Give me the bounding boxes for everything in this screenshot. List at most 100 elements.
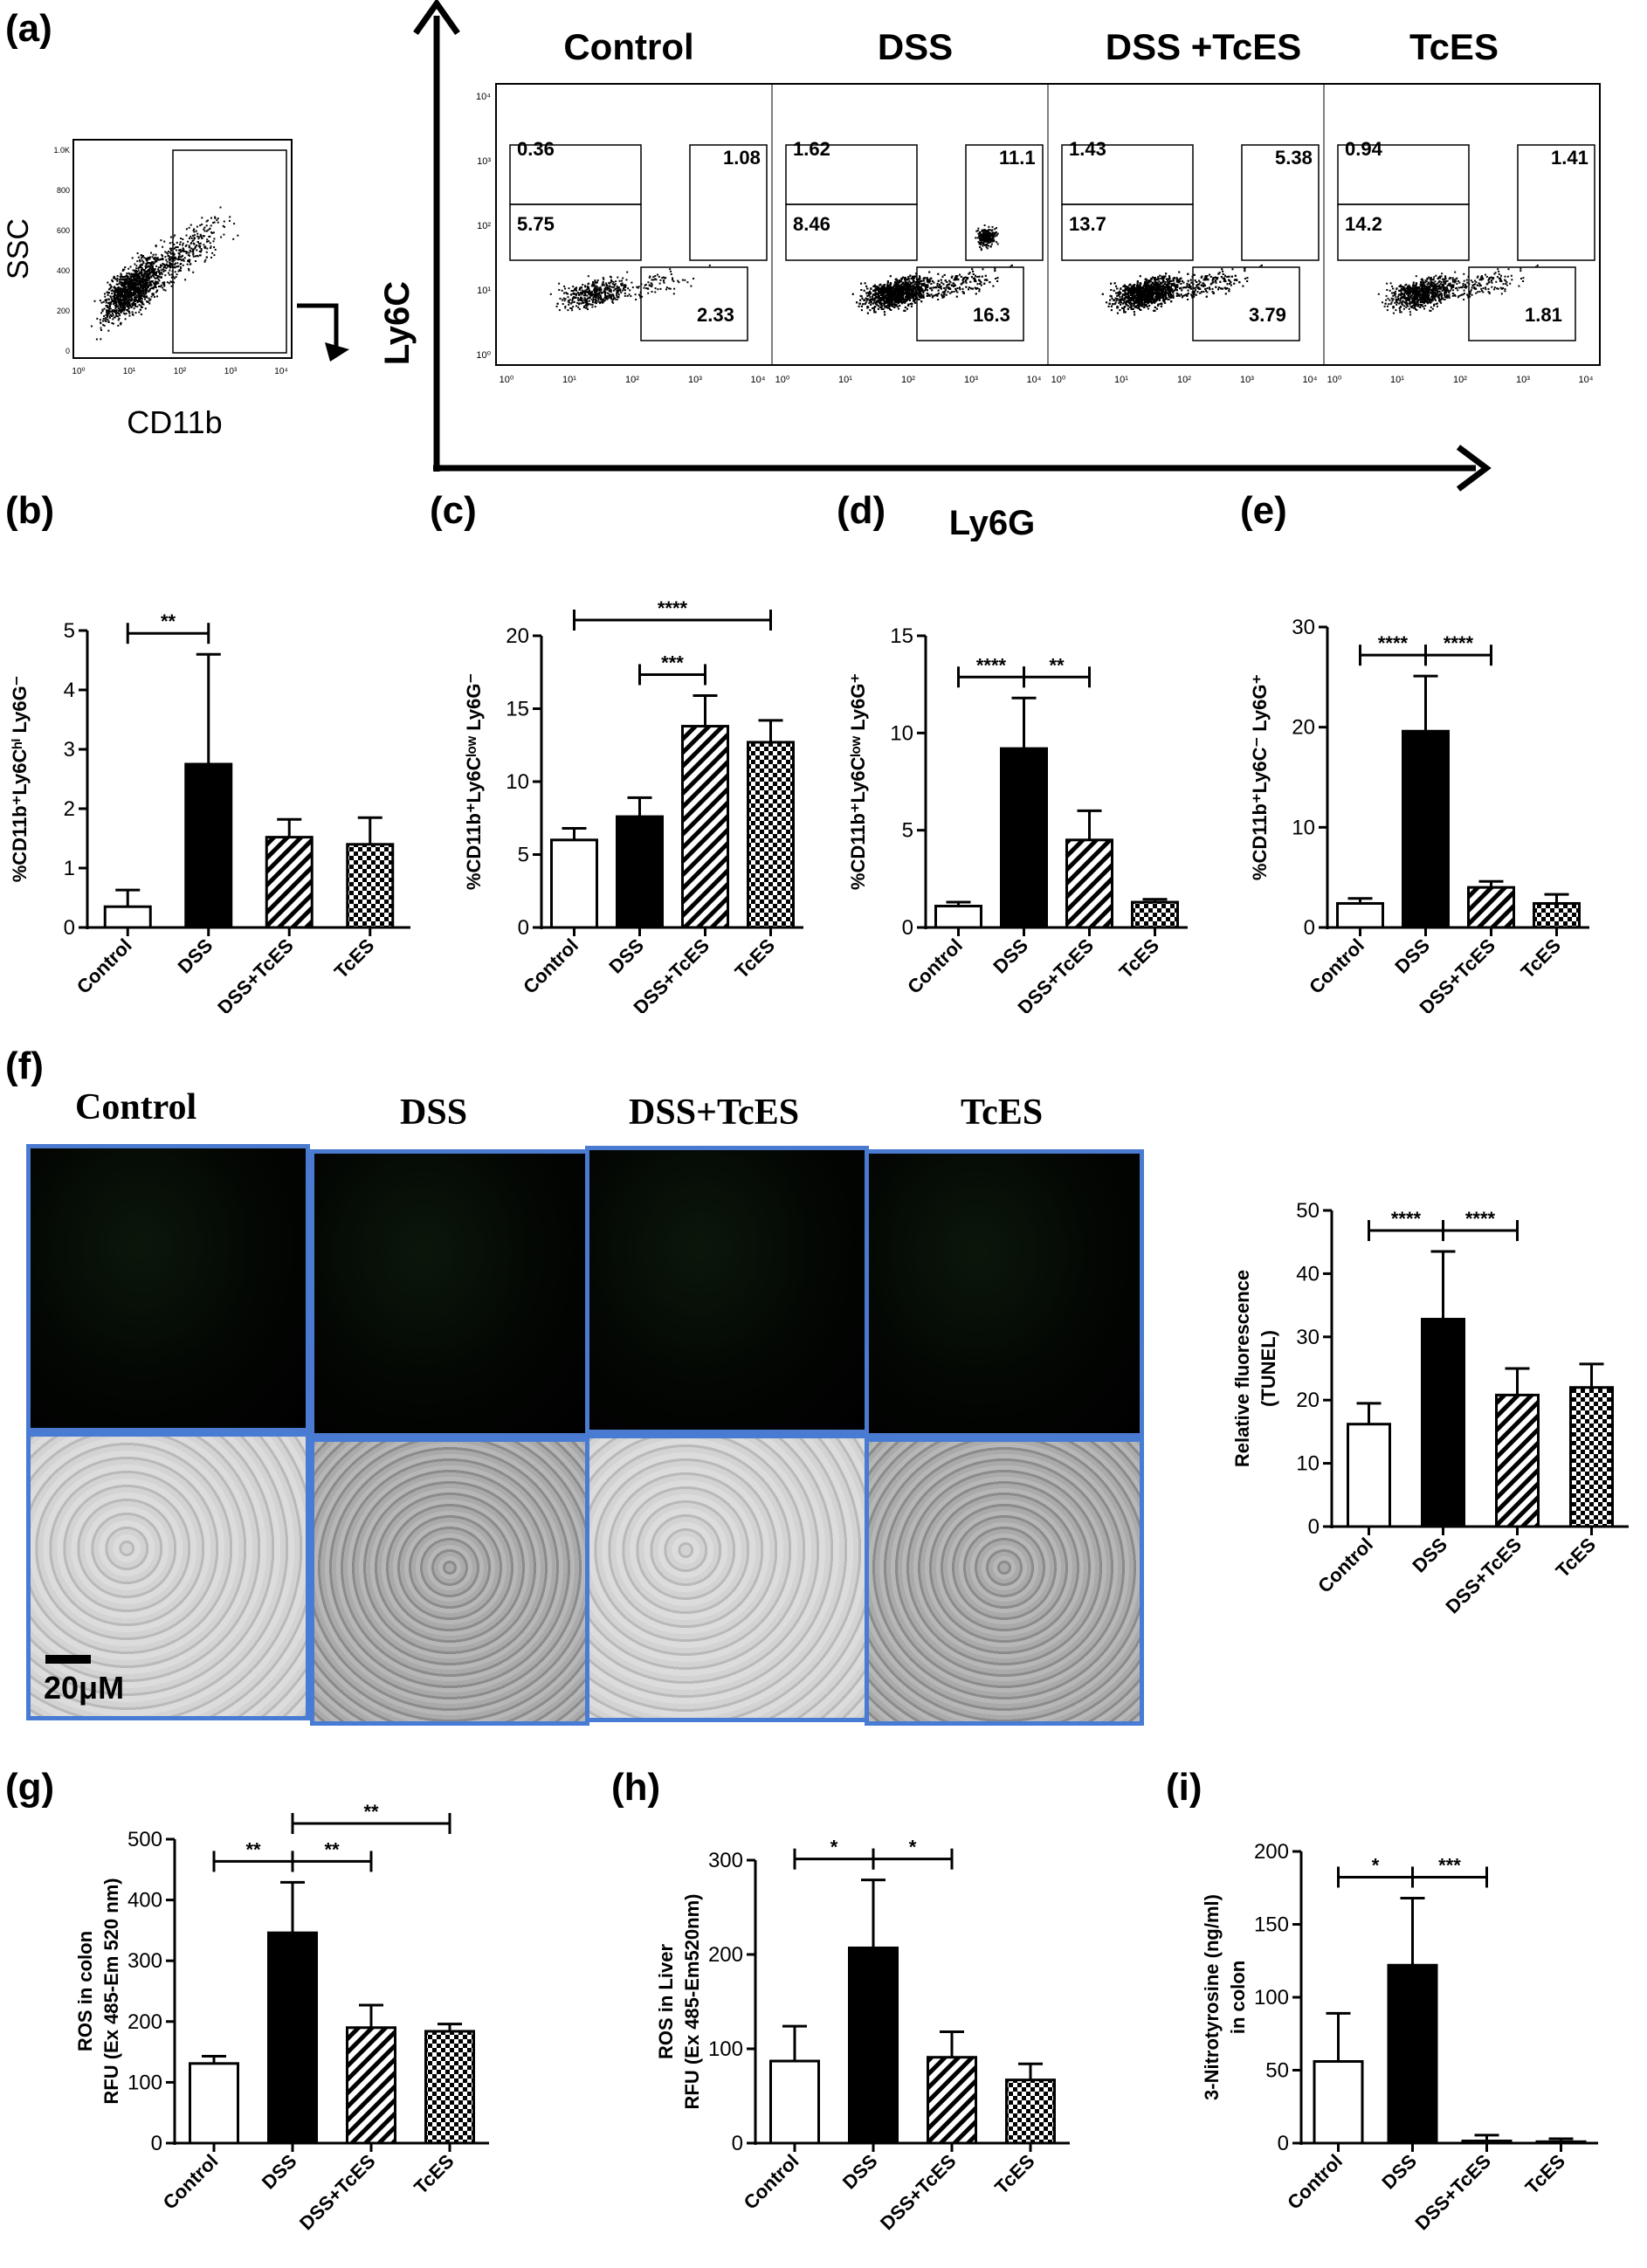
scatter-dot — [129, 265, 132, 268]
scatter-dot — [593, 295, 596, 297]
scatter-dot — [920, 284, 923, 286]
scatter-dot — [989, 229, 991, 231]
scatter-dot — [134, 271, 136, 272]
scatter-dot — [124, 288, 127, 291]
scatter-dot — [922, 284, 925, 286]
scatter-dot — [606, 288, 609, 291]
scatter-dot — [953, 279, 955, 281]
scatter-dot — [133, 291, 135, 293]
scatter-dot — [121, 291, 124, 293]
scatter-dot — [568, 303, 570, 306]
scatter-dot — [113, 294, 115, 297]
scatter-dot — [188, 252, 190, 254]
scatter-dot — [116, 312, 119, 314]
scatter-dot — [138, 297, 141, 300]
scatter-dot — [901, 283, 904, 286]
scatter-dot — [140, 257, 142, 259]
scatter-dot — [219, 206, 222, 209]
scatter-dot — [141, 288, 144, 291]
scatter-dot — [162, 288, 165, 291]
scatter-dot — [895, 296, 898, 299]
scatter-dot — [141, 286, 143, 289]
scatter-dot — [974, 279, 976, 281]
scatter-dot — [141, 276, 144, 279]
scatter-dot — [621, 289, 624, 292]
scatter-dot — [141, 295, 142, 298]
scatter-dot — [885, 301, 887, 304]
scatter-dot — [910, 278, 913, 279]
scatter-dot — [100, 321, 102, 324]
scatter-dot — [139, 282, 141, 285]
scatter-dot — [113, 290, 114, 293]
scatter-dot — [923, 289, 926, 292]
scatter-dot — [578, 293, 581, 296]
scatter-dot — [104, 295, 107, 298]
scatter-dot — [150, 252, 152, 254]
scatter-dot — [111, 300, 114, 302]
scatter-dot — [152, 273, 155, 276]
scatter-dot — [869, 300, 872, 303]
scatter-dot — [597, 295, 600, 298]
scatter-dot — [918, 299, 920, 300]
scatter-dot — [168, 258, 170, 260]
scatter-dot — [167, 252, 169, 255]
scatter-dot — [951, 275, 954, 278]
scatter-dot — [586, 294, 589, 297]
scatter-dot — [140, 285, 142, 287]
scatter-dot — [203, 245, 206, 248]
scatter-dot — [597, 299, 600, 301]
scatter-dot — [897, 296, 899, 299]
scatter-dot — [924, 277, 927, 279]
scatter-dot — [188, 226, 190, 229]
scatter-dot — [940, 286, 942, 288]
scatter-dot — [886, 294, 889, 297]
scatter-dot — [124, 275, 127, 278]
scatter-dot — [129, 275, 132, 278]
scatter-dot — [187, 254, 190, 257]
scatter-dot — [136, 306, 139, 308]
scatter-dot — [902, 281, 905, 284]
scatter-dot — [859, 299, 862, 301]
scatter-dot — [201, 217, 203, 219]
scatter-dot — [169, 262, 172, 265]
scatter-dot — [567, 296, 569, 299]
scatter-dot — [163, 281, 166, 284]
scatter-dot — [589, 290, 591, 293]
scatter-dot — [882, 302, 885, 305]
scatter-dot — [908, 288, 911, 291]
scatter-dot — [573, 289, 575, 291]
scatter-dot — [172, 275, 175, 278]
scatter-dot — [647, 281, 650, 284]
scatter-dot — [119, 294, 121, 297]
scatter-dot — [132, 293, 134, 295]
scatter-dot — [978, 275, 981, 278]
scatter-dot — [887, 298, 890, 300]
scatter-dot — [144, 279, 146, 280]
scatter-dot — [170, 247, 173, 250]
scatter-dot — [193, 228, 196, 231]
scatter-dot — [176, 246, 179, 248]
scatter-dot — [123, 268, 126, 271]
scatter-dot — [140, 293, 142, 296]
scatter-dot — [201, 224, 203, 225]
panel-letter-c: (c) — [430, 489, 477, 532]
scatter-dot — [196, 249, 198, 252]
scatter-dot — [145, 284, 148, 286]
scatter-dot — [577, 306, 580, 308]
scatter-dot — [904, 277, 906, 279]
scatter-dot — [647, 292, 650, 294]
flow-y-tick-label: 10¹ — [477, 286, 491, 296]
scatter-dot — [121, 299, 124, 301]
scatter-dot — [150, 271, 153, 273]
scatter-dot — [154, 256, 156, 259]
ssc-y-tick-label: 400 — [57, 266, 70, 275]
scatter-dot — [974, 277, 976, 279]
scatter-dot — [590, 285, 593, 287]
scatter-dot — [161, 259, 163, 261]
scatter-dot — [913, 300, 916, 303]
scatter-dot — [914, 281, 917, 283]
scatter-dot — [575, 286, 578, 289]
scatter-dot — [912, 289, 914, 292]
ssc-y-tick-label: 200 — [57, 307, 70, 315]
scatter-dot — [672, 280, 675, 283]
